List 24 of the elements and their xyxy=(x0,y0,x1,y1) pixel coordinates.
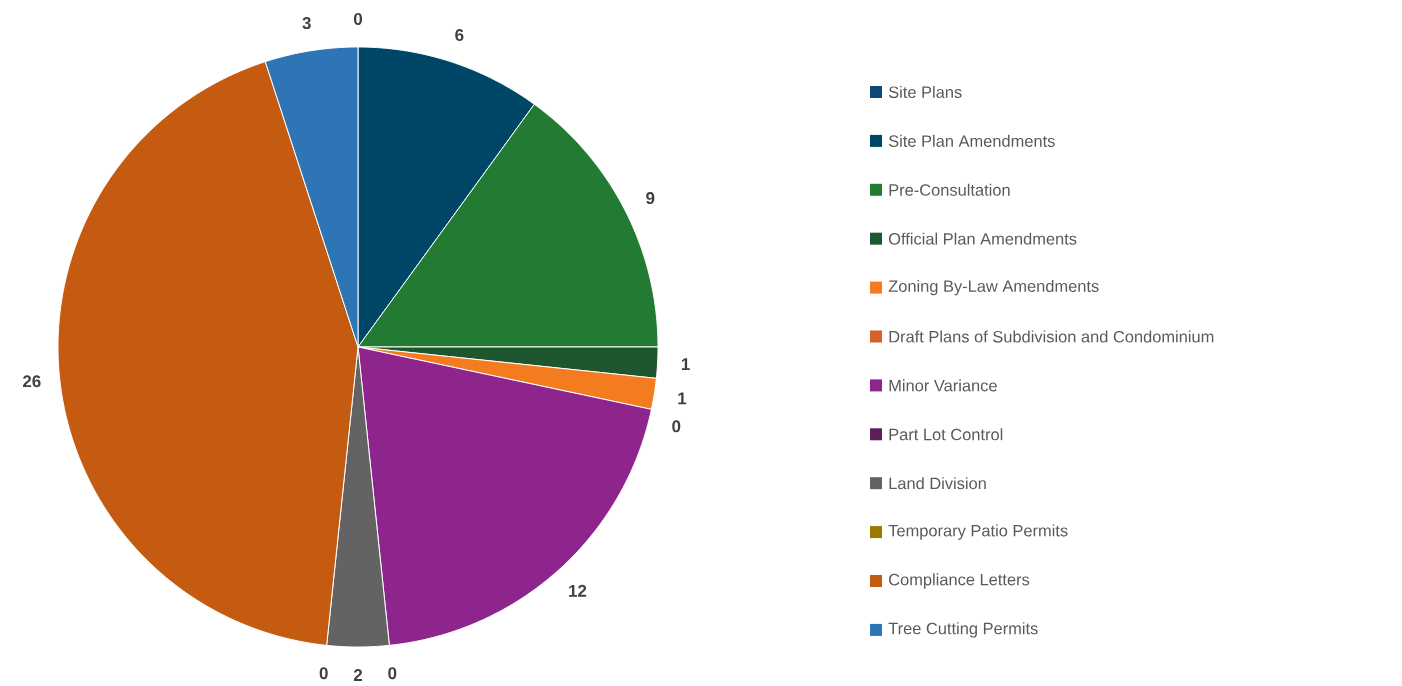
text: 0 xyxy=(353,12,363,25)
data-label: 1 xyxy=(681,358,690,370)
text: 0 xyxy=(672,420,681,433)
data-label: 12 xyxy=(569,584,587,597)
legend-label: Site Plan Amendments xyxy=(888,134,1055,147)
legend-label: Temporary Patio Permits xyxy=(888,524,1068,540)
legend-label: Land Division xyxy=(889,477,986,490)
data-label: 3 xyxy=(302,17,311,30)
data-label: 9 xyxy=(646,192,655,205)
legend-label: Part Lot Control xyxy=(889,428,1003,441)
text: 0 xyxy=(388,667,397,680)
data-label: 6 xyxy=(455,29,464,42)
legend-label: Zoning By-Law Amendments xyxy=(888,279,1099,296)
legend-label: Pre-Consultation xyxy=(889,183,1010,196)
legend-label: Draft Plans of Subdivision and Condominium xyxy=(889,330,1214,343)
legend-label: Official Plan Amendments xyxy=(888,232,1077,245)
data-label: 26 xyxy=(22,375,41,388)
data-label: 1 xyxy=(678,392,687,405)
legend-label: Site Plans xyxy=(888,85,962,99)
legend-label: Compliance Letters xyxy=(889,573,1030,589)
legend-label: Tree Cutting Permits xyxy=(888,622,1038,638)
legend-label: Minor Variance xyxy=(889,379,997,392)
text: 0 xyxy=(319,667,328,680)
data-label: 2 xyxy=(353,669,363,681)
